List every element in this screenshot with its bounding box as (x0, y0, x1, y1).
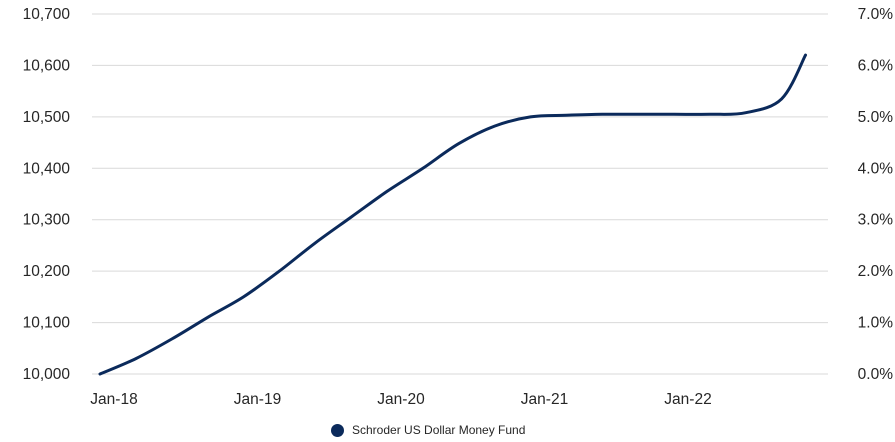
y-axis-left: 10,000 10,100 10,200 10,300 10,400 10,500 10,6… (23, 6, 71, 383)
legend-marker-icon (331, 423, 344, 437)
y2-tick-label: 4.0% (858, 160, 894, 177)
y2-tick-label: 5.0% (858, 109, 894, 126)
x-tick-label: Jan-21 (521, 391, 568, 408)
y-tick-label: 10,100 (23, 315, 71, 332)
series-line (98, 53, 807, 376)
legend: Schroder US Dollar Money Fund (331, 423, 525, 437)
x-tick-label: Jan-18 (90, 391, 137, 408)
y-tick-label: 10,700 (23, 6, 71, 23)
y-tick-label: 10,600 (23, 57, 71, 74)
y-tick-label: 10,300 (23, 212, 71, 229)
y2-tick-label: 0.0% (858, 366, 894, 383)
x-tick-label: Jan-19 (234, 391, 281, 408)
y-tick-label: 10,000 (23, 366, 71, 383)
plot-series (98, 53, 807, 376)
y-tick-label: 10,400 (23, 160, 71, 177)
y2-tick-label: 1.0% (858, 315, 894, 332)
gridlines (92, 13, 828, 375)
y2-tick-label: 6.0% (858, 57, 894, 74)
y-axis-right: 0.0% 1.0% 2.0% 3.0% 4.0% 5.0% 6.0% 7.0% (858, 6, 894, 383)
x-tick-label: Jan-20 (377, 391, 425, 408)
y2-tick-label: 3.0% (858, 212, 894, 229)
x-axis: Jan-18 Jan-19 Jan-20 Jan-21 Jan-22 (90, 391, 711, 408)
y2-tick-label: 2.0% (858, 263, 894, 280)
y-tick-label: 10,500 (23, 109, 71, 126)
y2-tick-label: 7.0% (858, 6, 894, 23)
x-tick-label: Jan-22 (664, 391, 711, 408)
y-tick-label: 10,200 (23, 263, 71, 280)
legend-label: Schroder US Dollar Money Fund (352, 423, 526, 437)
